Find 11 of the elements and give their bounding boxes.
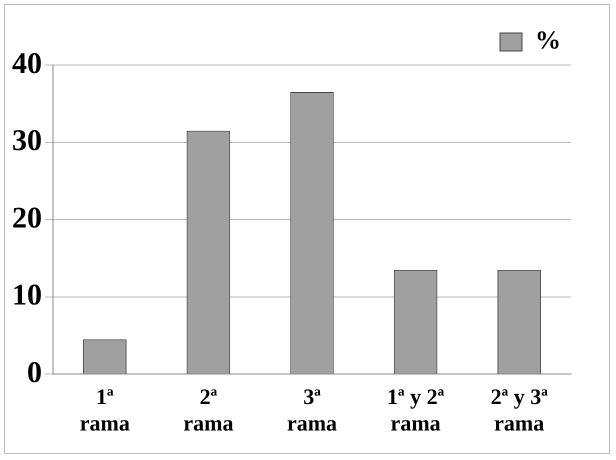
y-tick-label: 20 xyxy=(12,201,42,234)
y-tick-label: 10 xyxy=(12,278,42,312)
x-tick-label: 2ª rama xyxy=(183,384,234,436)
y-tick-label: 30 xyxy=(12,124,42,158)
x-tick-label: 2ª y 3ª rama xyxy=(490,384,548,436)
x-tick-label: 3ª rama xyxy=(286,384,338,436)
x-tick-label: 1ª rama xyxy=(80,384,130,436)
y-tick-label: 40 xyxy=(12,46,42,80)
y-tick-label: 0 xyxy=(27,356,42,389)
legend-label: % xyxy=(535,26,561,55)
x-tick-label: 1ª y 2ª rama xyxy=(387,384,445,436)
